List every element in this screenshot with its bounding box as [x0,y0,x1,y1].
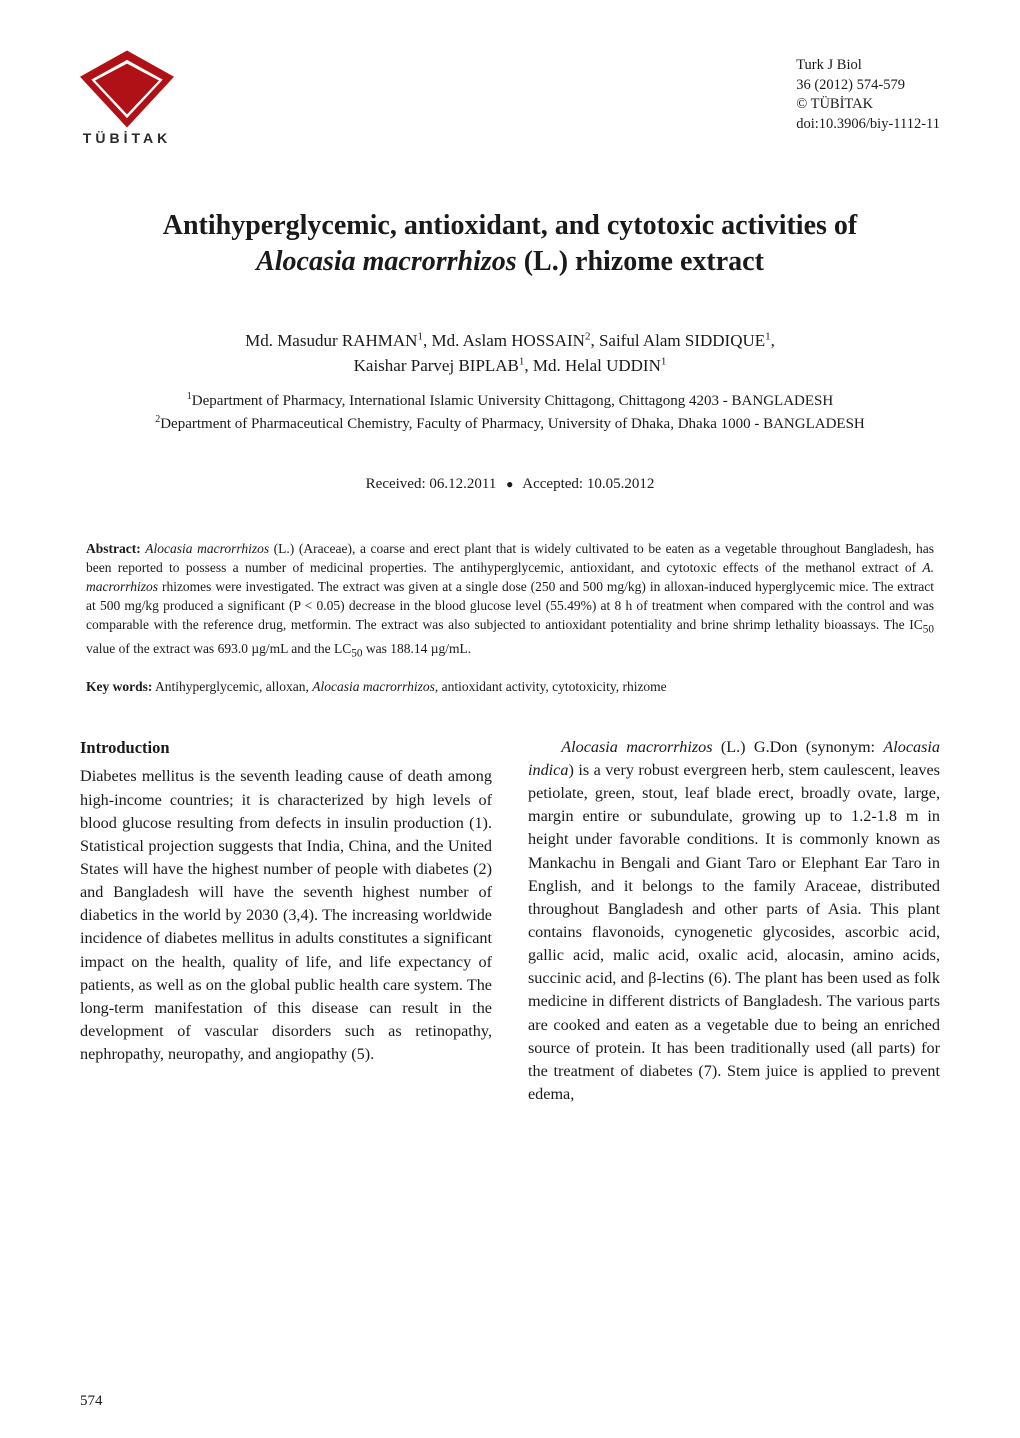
affiliation-text: Department of Pharmacy, International Is… [192,393,833,409]
bullet-icon: ● [506,477,513,491]
header: TÜBİTAK Turk J Biol 36 (2012) 574-579 © … [80,50,940,146]
affil-sup: 1 [661,356,667,368]
abstract-text: rhizomes were investigated. The extract … [86,579,934,632]
column-left: Introduction Diabetes mellitus is the se… [80,736,492,1107]
page-number: 574 [80,1393,103,1410]
journal-doi: doi:10.3906/biy-1112-11 [796,115,940,135]
journal-name: Turk J Biol [796,56,940,76]
subscript: 50 [923,624,934,636]
author-name: , Saiful Alam SIDDIQUE [590,331,765,350]
title-species-italic: Alocasia macrorrhizos [256,246,517,277]
body-columns: Introduction Diabetes mellitus is the se… [80,736,940,1107]
keywords-text: , antioxidant activity, cytotoxicity, rh… [435,679,667,694]
keywords-text: Antihyperglycemic, alloxan, [152,679,312,694]
body-paragraph: Alocasia macrorrhizos (L.) G.Don (synony… [528,736,940,1107]
journal-meta: Turk J Biol 36 (2012) 574-579 © TÜBİTAK … [796,56,940,134]
title-line2-rest: (L.) rhizome extract [517,246,764,277]
title-line1: Antihyperglycemic, antioxidant, and cyto… [163,210,857,241]
keywords-label: Key words: [86,679,152,694]
article-dates: Received: 06.12.2011 ● Accepted: 10.05.2… [80,476,940,493]
section-heading-introduction: Introduction [80,736,492,760]
author-name: , Md. Helal UDDIN [524,356,660,375]
publisher-logo-text: TÜBİTAK [83,130,171,146]
affiliations: 1Department of Pharmacy, International I… [80,389,940,436]
column-right: Alocasia macrorrhizos (L.) G.Don (synony… [528,736,940,1107]
author-name: , Md. Aslam HOSSAIN [423,331,585,350]
affiliation-line: 1Department of Pharmacy, International I… [80,389,940,413]
abstract: Abstract: Alocasia macrorrhizos (L.) (Ar… [86,539,934,663]
tubitak-shield-icon [80,50,174,128]
author-sep: , [771,331,775,350]
species-italic: Alocasia macrorrhizos [561,738,712,756]
abstract-label: Abstract: [86,541,141,556]
accepted-date: Accepted: 10.05.2012 [522,476,654,492]
species-italic: Alocasia macrorrhizos [145,541,269,556]
abstract-text: was 188.14 µg/mL. [362,641,471,656]
received-date: Received: 06.12.2011 [366,476,497,492]
author-name: Kaishar Parvej BIPLAB [354,356,519,375]
species-italic: Alocasia macrorrhizos [312,679,435,694]
journal-issue: 36 (2012) 574-579 [796,76,940,96]
body-paragraph: Diabetes mellitus is the seventh leading… [80,765,492,1066]
affiliation-line: 2Department of Pharmaceutical Chemistry,… [80,412,940,436]
author-name: Md. Masudur RAHMAN [245,331,417,350]
subscript: 50 [351,648,362,660]
keywords: Key words: Antihyperglycemic, alloxan, A… [86,677,934,696]
journal-copyright: © TÜBİTAK [796,95,940,115]
abstract-text: value of the extract was 693.0 µg/mL and… [86,641,351,656]
article-title: Antihyperglycemic, antioxidant, and cyto… [80,208,940,280]
publisher-logo: TÜBİTAK [80,50,174,146]
affiliation-text: Department of Pharmaceutical Chemistry, … [160,416,865,432]
author-list: Md. Masudur RAHMAN1, Md. Aslam HOSSAIN2,… [80,328,940,379]
